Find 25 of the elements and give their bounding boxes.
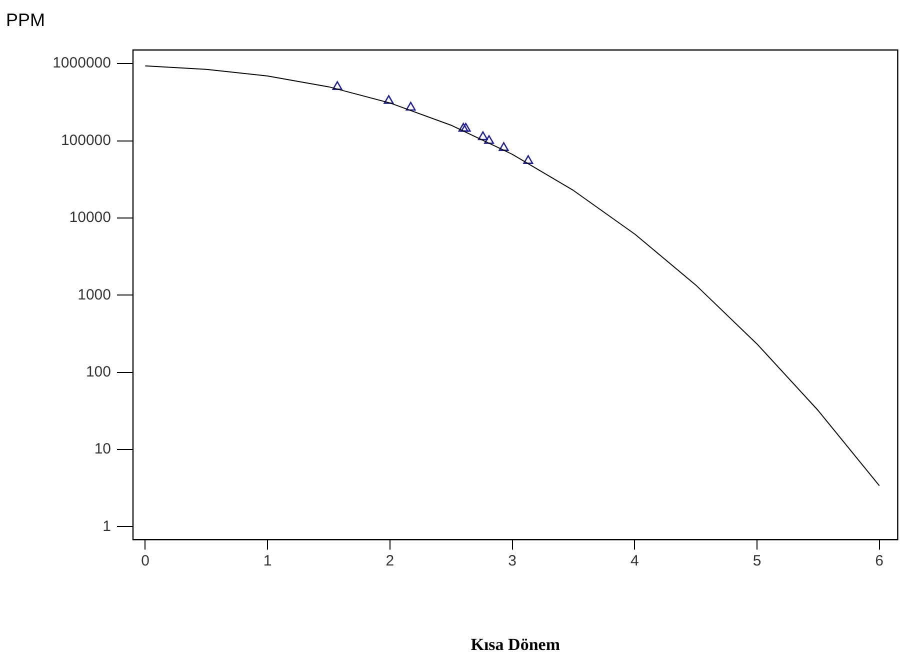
y-tick-label: 100000 [60,132,111,149]
x-tick-label: 5 [752,552,762,570]
y-tick-label: 1000000 [52,54,111,72]
y-tick-label: 10 [94,440,111,458]
y-axis-title: PPM [6,10,46,30]
x-tick-label: 3 [508,552,516,570]
x-tick-label: 0 [141,552,150,570]
point [498,142,509,151]
y-tick-label: 1 [102,518,111,535]
point [484,135,494,144]
x-tick-label: 2 [386,552,394,570]
point [458,122,468,132]
point [478,131,488,140]
point [523,155,534,164]
y-tick-label: 100 [86,363,111,380]
x-tick-label: 1 [263,552,272,570]
x-tick-label: 4 [630,552,639,570]
y-tick-label: 1000 [78,286,111,304]
point [332,81,342,90]
x-axis-title: Kısa Dönem [470,635,560,654]
point [406,102,416,111]
x-tick-label: 6 [875,552,884,570]
y-tick-label: 10000 [69,209,111,226]
point [384,95,394,104]
point [460,122,471,132]
